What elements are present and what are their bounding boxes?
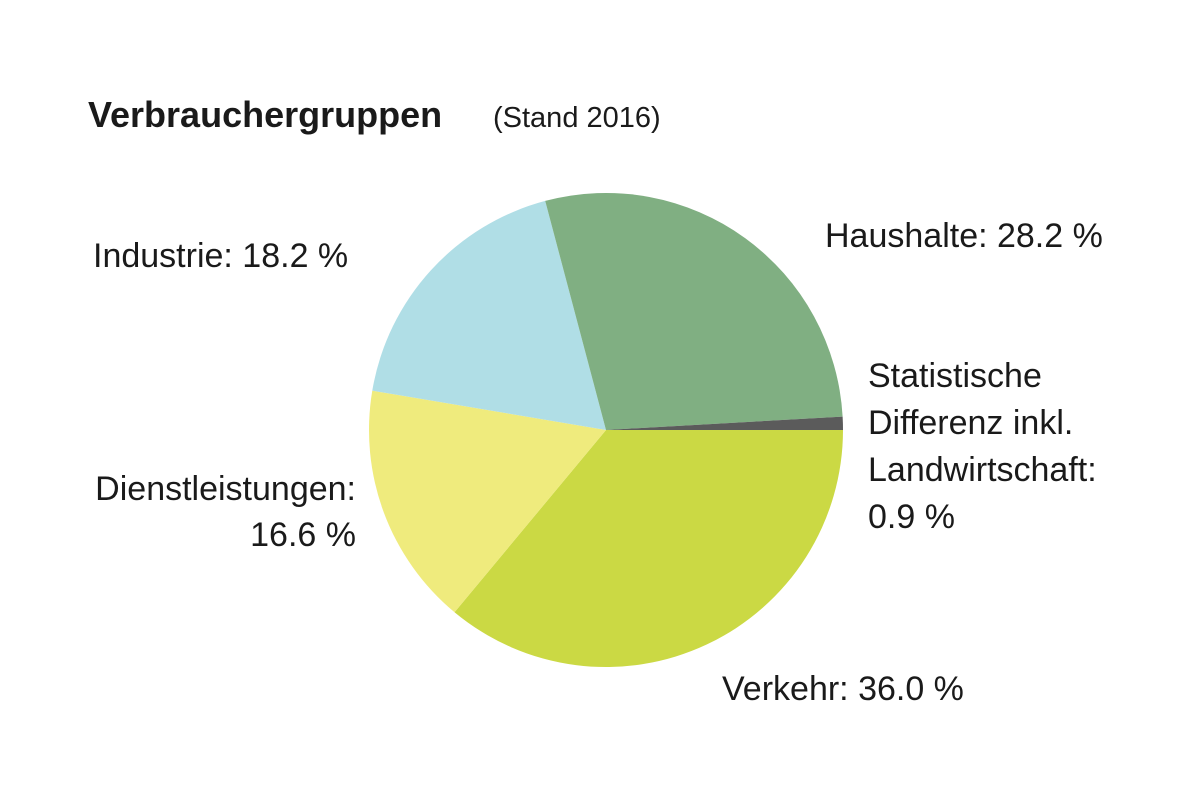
slice-label: Statistische (868, 357, 1042, 395)
slice-label: Industrie: 18.2 % (93, 237, 348, 275)
labels: Verkehr: 36.0 % Dienstleistungen: 16.6 % In… (93, 217, 1103, 708)
slice-label: 0.9 % (868, 498, 955, 536)
pie-slice (454, 430, 843, 667)
pie (369, 193, 843, 667)
chart-subtitle: (Stand 2016) (493, 102, 661, 134)
slice-label: 16.6 % (250, 516, 356, 554)
slice-label: Dienstleistungen: (95, 470, 356, 508)
slice-label: Haushalte: 28.2 % (825, 217, 1103, 255)
pie-slice (606, 416, 843, 430)
slice-label: Landwirtschaft: (868, 451, 1097, 489)
pie-slice (369, 390, 606, 613)
pie-slice (545, 193, 843, 430)
pie-slice (372, 200, 606, 430)
chart-title: Verbrauchergruppen (88, 94, 442, 135)
slice-label: Verkehr: 36.0 % (722, 670, 964, 708)
slice-label: Differenz inkl. (868, 404, 1073, 442)
